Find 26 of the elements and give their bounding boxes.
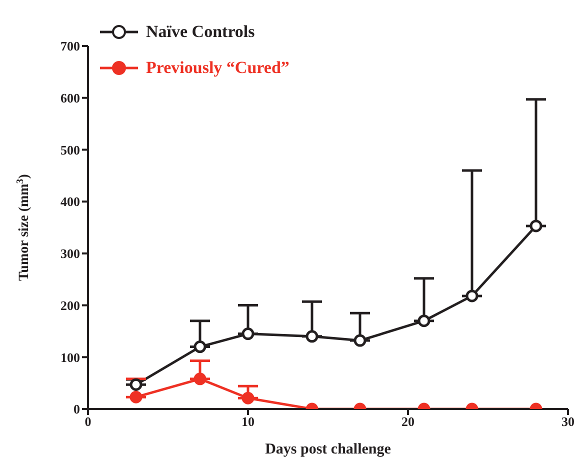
point	[194, 372, 206, 386]
legend-label: Naïve Controls	[146, 22, 255, 42]
point	[418, 314, 430, 328]
legend-label: Previously “Cured”	[146, 58, 290, 78]
point	[194, 340, 206, 354]
y-tick-label: 200	[60, 298, 80, 313]
x-tick-label: 10	[242, 414, 254, 430]
point	[130, 378, 142, 391]
y-tick-label: 300	[60, 246, 80, 262]
point	[466, 290, 478, 302]
y-tick-label: 500	[60, 142, 80, 158]
x-tick-label: 30	[562, 414, 574, 430]
point	[130, 390, 142, 404]
point	[306, 330, 318, 343]
point	[354, 334, 366, 347]
point	[242, 392, 254, 404]
point	[242, 328, 254, 340]
x-axis-title: Days post challenge	[265, 442, 392, 457]
y-tick-label: 400	[60, 194, 80, 210]
point	[530, 220, 542, 232]
y-tick-label: 700	[60, 38, 80, 54]
y-tick-label: 600	[60, 90, 80, 106]
y-tick-label: 100	[60, 350, 80, 365]
x-tick-label: 20	[402, 414, 414, 430]
x-tick-label: 0	[84, 414, 92, 430]
y-tick-label: 0	[74, 402, 80, 417]
